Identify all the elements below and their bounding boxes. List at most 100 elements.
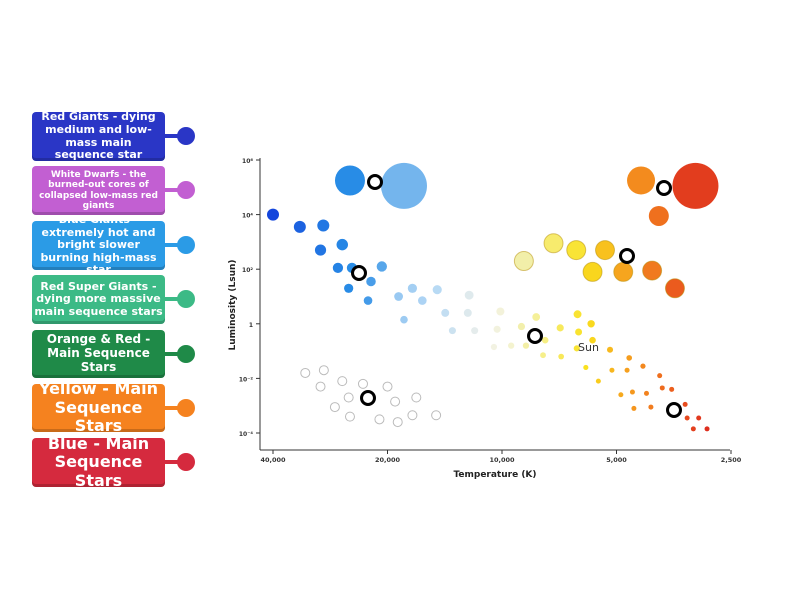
hr-diagram: 10⁶ 10⁴ 10² 1 10⁻² 10⁻⁴ 40,000 20,000 10,000 5,00… [228,158,742,480]
label-red-giants[interactable]: Red Giants - dying medium and low-mass m… [32,110,165,161]
star-giants [613,261,634,282]
star-main-sequence [394,292,404,301]
label-blue-main-sequence[interactable]: Blue - Main Sequence Stars [32,434,165,489]
star-main-sequence [556,324,564,332]
star-main-sequence [540,352,546,359]
star-main-sequence [631,405,637,411]
label-orange-red-main-sequence[interactable]: Orange & Red - Main Sequence Stars [32,330,165,378]
star-white-dwarfs [431,410,442,421]
drop-target-red-super-giants[interactable] [656,180,672,196]
label-white-dwarfs[interactable]: White Dwarfs - the burned-out cores of c… [32,166,165,215]
connector-pin[interactable] [177,127,195,145]
x-tick-label: 5,000 [606,456,627,464]
star-white-dwarfs [300,367,311,378]
star-main-sequence [587,320,595,328]
star-white-dwarfs [318,365,329,376]
star-main-sequence [441,308,450,317]
x-tick-label: 40,000 [260,456,286,464]
x-tick-label: 2,500 [721,456,742,464]
sun-annotation: Sun [578,341,599,354]
star-main-sequence [640,363,646,369]
star-giants [566,240,587,261]
star-main-sequence [344,283,354,293]
drop-target-blue-main-sequence[interactable] [351,265,367,281]
y-axis-label: Luminosity (Lsun) [228,259,238,350]
connector-pin[interactable] [177,290,195,308]
star-white-dwarfs [374,414,385,425]
star-main-sequence [573,345,580,352]
star-main-sequence [493,325,501,333]
connector-line [165,460,181,464]
star-main-sequence [595,378,601,384]
connector-pin[interactable] [177,345,195,363]
star-main-sequence [648,404,654,410]
star-main-sequence [541,336,549,344]
star-white-dwarfs [382,381,393,392]
x-axis-label: Temperature (K) [453,470,536,480]
label-yellow-main-sequence[interactable]: Yellow - Main Sequence Stars [32,380,165,435]
star-white-dwarfs [315,381,326,392]
star-main-sequence [575,328,583,336]
x-tick-label: 20,000 [375,456,401,464]
star-main-sequence [418,296,427,305]
y-tick-label: 10² [242,267,253,274]
star-white-dwarfs [357,378,368,389]
star-main-sequence [471,327,479,335]
star-main-sequence [336,238,348,251]
drop-target-orange-red-main-sequence[interactable] [666,402,682,418]
star-main-sequence [684,415,690,421]
star-main-sequence [624,367,630,373]
connector-pin[interactable] [177,236,195,254]
drop-target-white-dwarfs[interactable] [360,390,376,406]
star-giants [595,240,616,261]
star-main-sequence [643,390,649,396]
star-main-sequence [293,220,306,233]
star-main-sequence [464,290,474,300]
connector-line [165,188,181,192]
star-main-sequence [573,310,582,319]
y-tick-label: 1 [249,322,253,329]
star-main-sequence [532,313,541,321]
star-white-dwarfs [407,410,418,421]
star-main-sequence [463,308,472,317]
star-supergiants [648,205,669,226]
connector-line [165,297,181,301]
star-main-sequence [407,283,418,293]
star-main-sequence [432,285,442,295]
star-main-sequence [589,336,596,344]
connector-pin[interactable] [177,453,195,471]
connector-line [165,134,181,138]
y-tick-label: 10⁻² [239,376,254,383]
star-main-sequence [490,343,498,351]
connector-line [165,352,181,356]
star-main-sequence [517,322,526,331]
label-red-super-giants[interactable]: Red Super Giants - dying more massive ma… [32,275,165,324]
star-supergiants [334,165,365,196]
star-main-sequence [400,315,408,324]
star-main-sequence [508,342,515,349]
star-main-sequence [583,364,589,371]
x-tick-label: 10,000 [489,456,515,464]
star-white-dwarfs [411,392,422,403]
star-main-sequence [657,373,663,379]
star-supergiants [672,162,719,209]
star-main-sequence [332,262,344,273]
star-main-sequence [696,415,702,421]
star-giants [543,233,564,254]
star-main-sequence [629,389,635,395]
star-white-dwarfs [390,396,401,407]
star-main-sequence [363,296,373,305]
star-main-sequence [626,355,633,361]
star-main-sequence [448,327,456,335]
drop-target-red-giants[interactable] [619,248,635,264]
drop-target-blue-giants[interactable] [367,174,383,190]
star-main-sequence [317,219,330,232]
drop-target-yellow-main-sequence[interactable] [527,328,543,344]
star-supergiants [380,162,427,209]
connector-pin[interactable] [177,181,195,199]
connector-pin[interactable] [177,399,195,417]
star-giants [664,278,685,299]
label-blue-giants[interactable]: Blue Giants - extremely hot and bright s… [32,213,165,276]
star-main-sequence [496,307,505,316]
star-main-sequence [690,426,696,432]
